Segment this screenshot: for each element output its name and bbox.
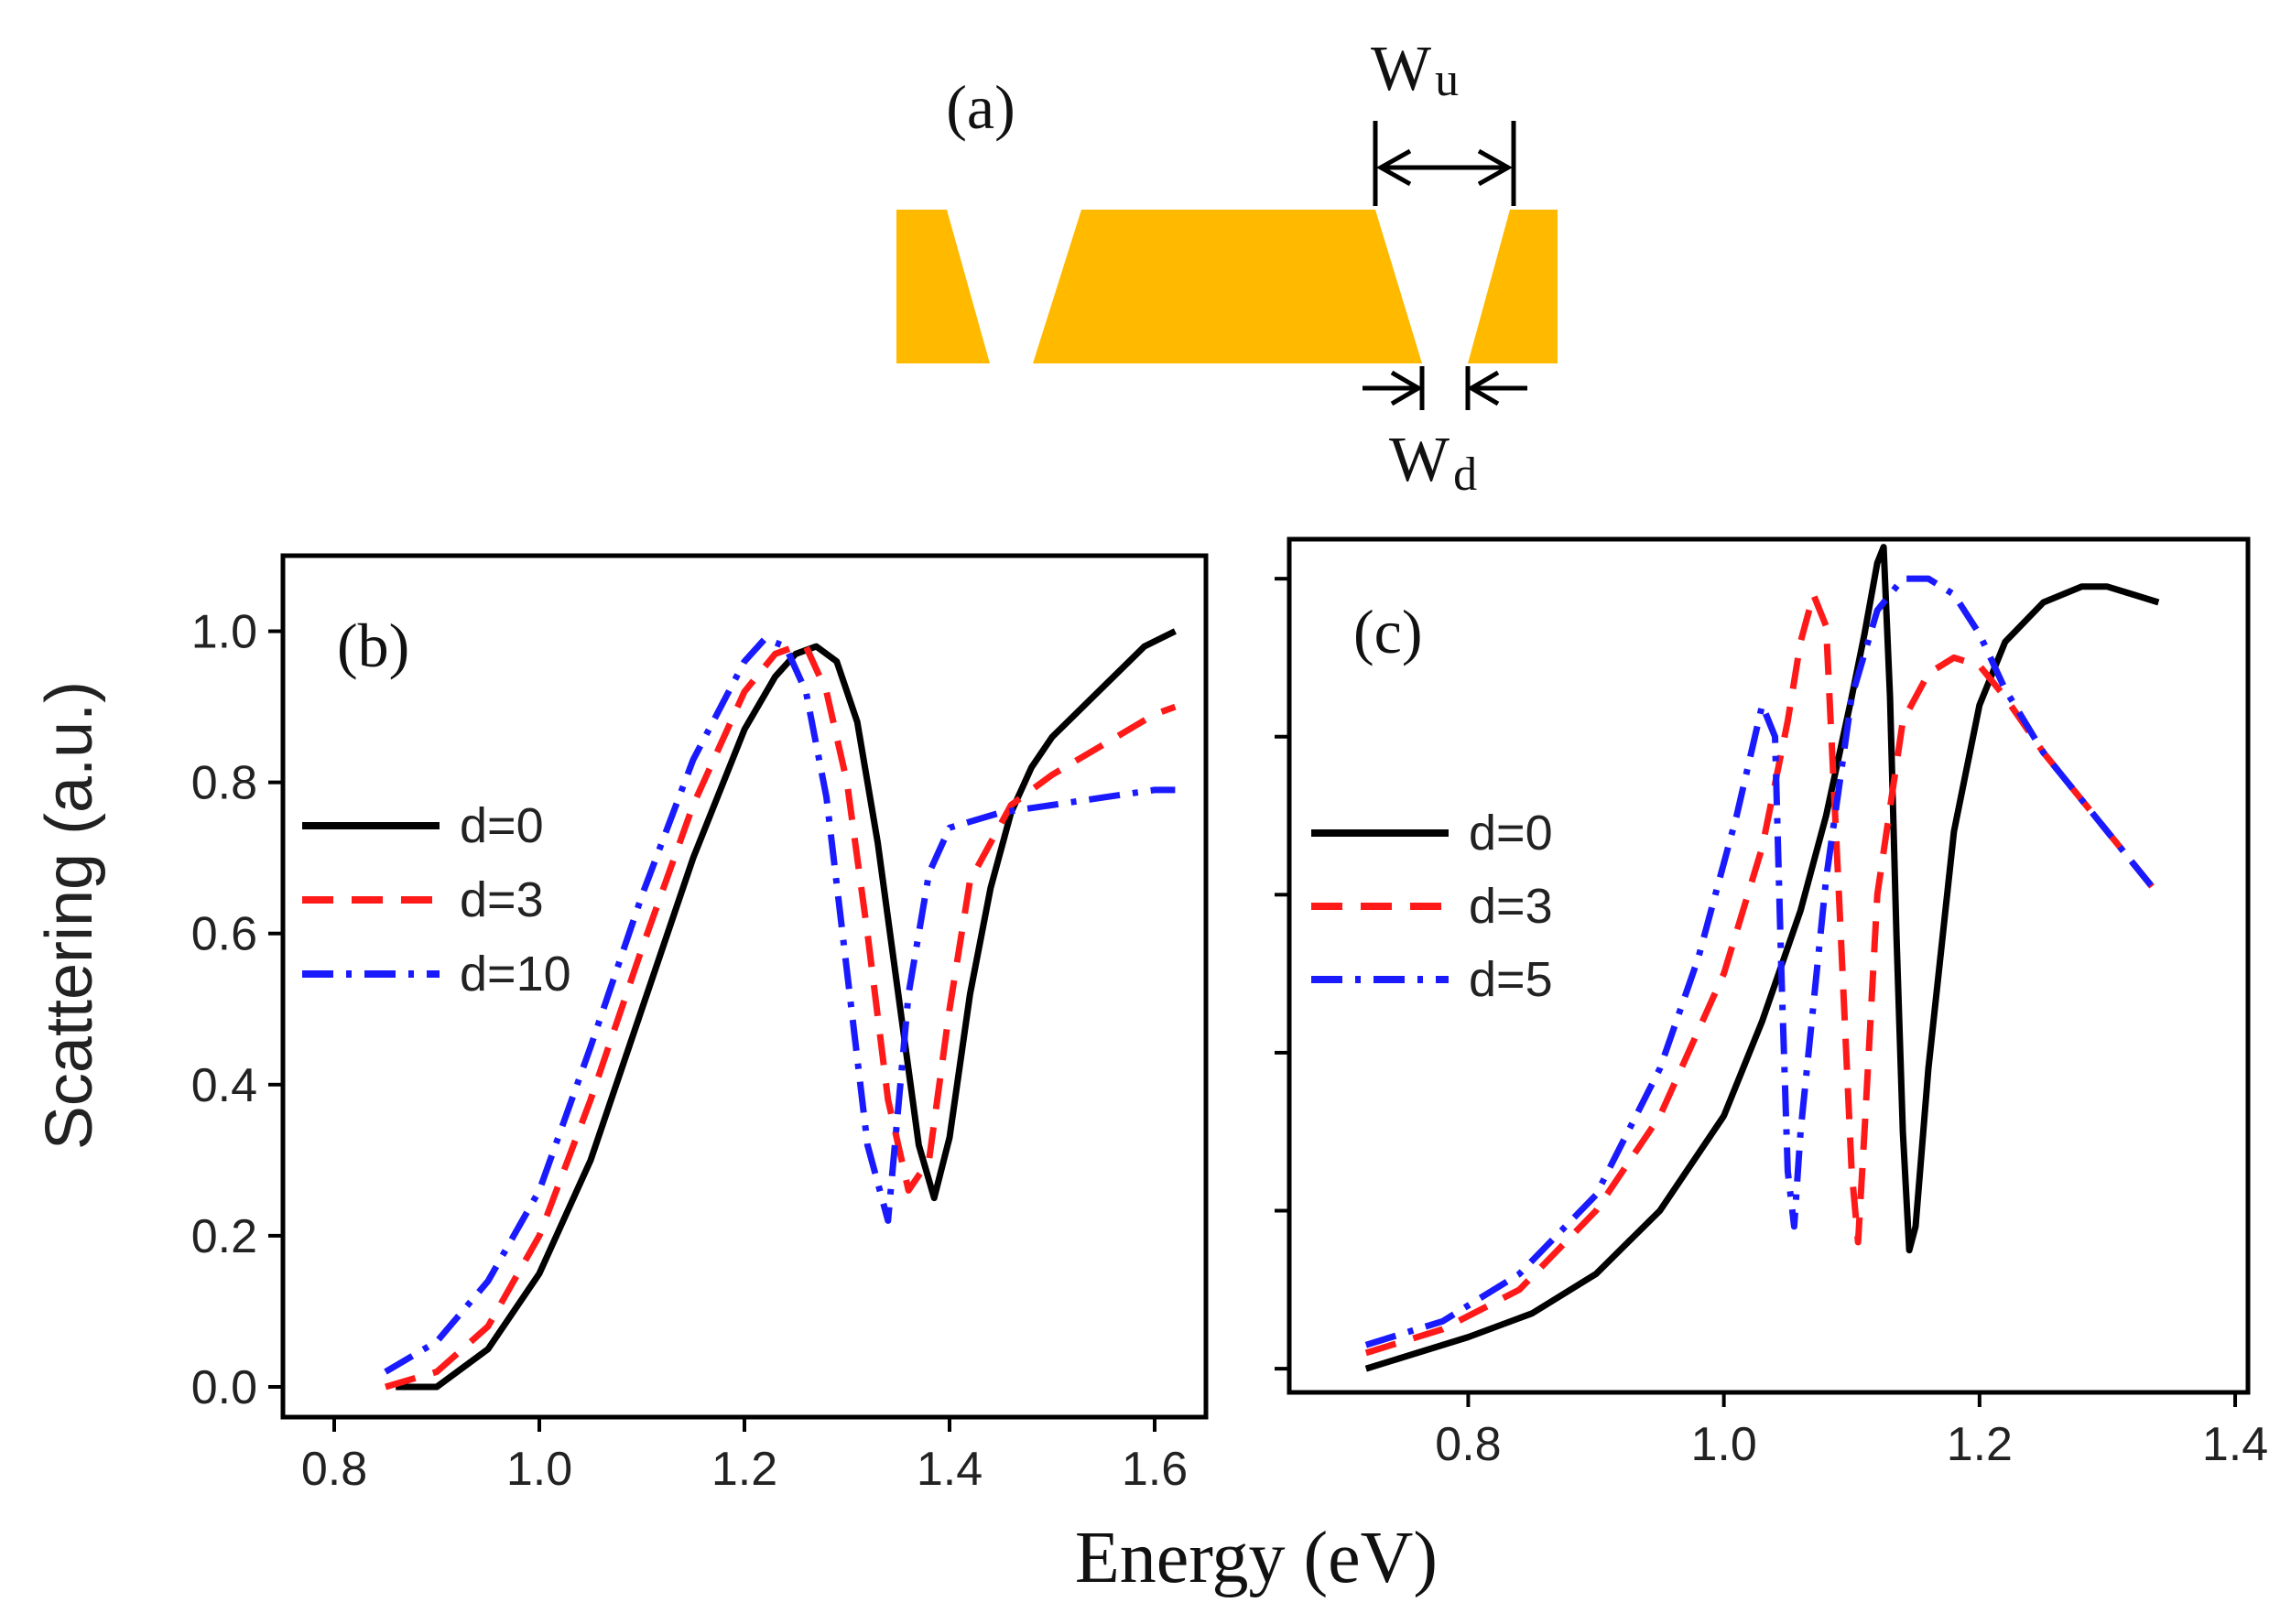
legend-b-label-0: d=0: [460, 798, 544, 853]
x-tick-label-b: 1.0: [506, 1443, 572, 1496]
y-tick-label-b: 0.0: [191, 1361, 257, 1414]
legend-c: d=0 d=3 d=5: [1311, 806, 1553, 1007]
wu-label: Wu: [1371, 34, 1459, 106]
series-line-b-2: [384, 635, 1176, 1375]
panel-b: 0.8 1.0 1.2 1.4 1.6 0.0 0.2 0.4 0.6 0.8 1.0 (b) d…: [33, 553, 1209, 1496]
panel-c: 0.8 1.0 1.2 1.4 (c) d=0 d=3 d=5: [1275, 536, 2268, 1471]
legend-c-label-1: d=3: [1469, 879, 1553, 934]
wd-dimension: [1363, 366, 1527, 410]
x-tick-label-b: 1.6: [1122, 1443, 1188, 1496]
plot-frame-b: [280, 553, 1209, 1420]
diagram-a: (a) Wu Wd: [896, 34, 1558, 501]
x-axis-label: Energy (eV): [1075, 1518, 1438, 1598]
gold-block-middle: [1033, 210, 1422, 363]
legend-c-label-0: d=0: [1469, 806, 1553, 861]
series-line-b-0: [396, 628, 1177, 1391]
series-line-b-1: [385, 643, 1177, 1391]
wu-dimension: [1373, 121, 1516, 206]
series-b: [384, 628, 1177, 1391]
legend-b-label-1: d=3: [460, 872, 544, 927]
x-tick-label-b: 1.4: [917, 1443, 983, 1496]
x-tick-label-b: 0.8: [301, 1443, 367, 1496]
x-tick-label-c: 1.0: [1690, 1418, 1756, 1471]
panel-label-b: (b): [337, 611, 409, 680]
legend-b-label-2: d=10: [460, 947, 571, 1001]
x-ticks-b: 0.8 1.0 1.2 1.4 1.6: [301, 1417, 1188, 1496]
y-tick-label-b: 0.2: [191, 1210, 257, 1263]
y-ticks-c: [1275, 577, 1289, 1371]
y-tick-label-b: 0.8: [191, 757, 257, 810]
x-tick-label-c: 0.8: [1435, 1418, 1501, 1471]
y-tick-label-b: 1.0: [191, 606, 257, 659]
gold-block-right: [1468, 210, 1558, 363]
gold-block-left: [896, 210, 990, 363]
x-tick-label-b: 1.2: [711, 1443, 777, 1496]
diagram-label: (a): [946, 72, 1015, 142]
legend-c-label-2: d=5: [1469, 952, 1553, 1007]
x-ticks-c: 0.8 1.0 1.2 1.4: [1435, 1392, 2268, 1471]
panel-label-c: (c): [1353, 597, 1422, 666]
y-axis-label: Scattering (a.u.): [33, 681, 106, 1150]
wd-label: Wd: [1389, 425, 1477, 501]
y-ticks-b: 0.0 0.2 0.4 0.6 0.8 1.0: [191, 606, 283, 1414]
y-tick-label-b: 0.6: [191, 908, 257, 961]
x-tick-label-c: 1.2: [1947, 1418, 2013, 1471]
y-tick-label-b: 0.4: [191, 1059, 257, 1112]
series-c: [1364, 544, 2162, 1372]
series-line-c-0: [1364, 544, 2160, 1372]
x-tick-label-c: 1.4: [2202, 1418, 2268, 1471]
series-line-c-2: [1364, 575, 2162, 1348]
plot-frame-c: [1287, 536, 2251, 1395]
legend-b: d=0 d=3 d=10: [302, 798, 571, 1001]
